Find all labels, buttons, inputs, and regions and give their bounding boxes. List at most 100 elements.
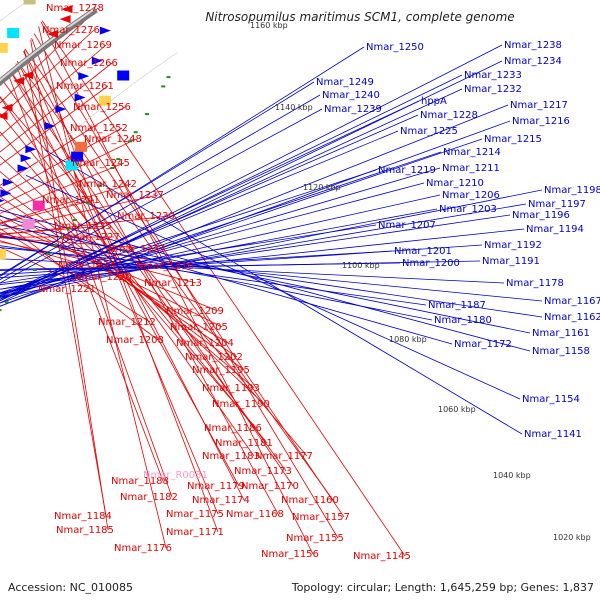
rna-marker — [116, 158, 121, 161]
forward-gene-label: Nmar_1172 — [454, 339, 512, 350]
reverse-gene-label: Nmar_1237 — [106, 190, 164, 201]
reverse-gene-label: Nmar_1269 — [54, 40, 112, 51]
forward-label-leader — [0, 262, 401, 270]
forward-label-leader — [0, 215, 453, 345]
rna-marker — [98, 184, 103, 187]
forward-label-leader — [0, 151, 442, 300]
reverse-gene-label: Nmar_1170 — [241, 481, 299, 492]
reverse-label-leader — [23, 51, 219, 515]
forward-label-leader — [0, 258, 505, 284]
reverse-gene-label: Nmar_1145 — [353, 551, 411, 562]
forward-label-leader — [0, 167, 441, 298]
forward-gene-label: Nmar_1249 — [316, 77, 374, 88]
forward-gene-arrow — [55, 105, 67, 114]
forward-gene-label: Nmar_1207 — [378, 220, 436, 231]
forward-gene-label: Nmar_1198 — [544, 185, 600, 196]
scale-tick-label: 1080 kbp — [389, 335, 427, 344]
forward-gene-label: Nmar_1167 — [544, 296, 600, 307]
reverse-gene-label: Nmar_1168 — [226, 509, 284, 520]
rna-marker — [46, 252, 51, 255]
forward-gene-label: Nmar_1203 — [439, 204, 497, 215]
gene-labels: Nmar_1278 Nmar_1276 Nmar_1269 Nmar_1266 Nmar… — [38, 3, 600, 562]
forward-label-leader — [0, 189, 543, 298]
genome-backbone — [0, 0, 178, 199]
reverse-label-leader — [0, 29, 95, 118]
forward-gene-label: Nmar_1214 — [443, 147, 501, 158]
reverse-label-leader — [30, 39, 109, 531]
rna-marker — [133, 131, 138, 134]
reverse-gene-label: Nmar_1160 — [281, 495, 339, 506]
reverse-gene-arrow — [13, 76, 25, 85]
reverse-label-leader — [38, 26, 167, 549]
forward-label-leader — [0, 236, 543, 318]
forward-label-leader — [0, 203, 527, 294]
reverse-gene-label: Nmar_1245 — [72, 158, 130, 169]
reverse-gene-label: Nmar_1218 — [136, 261, 194, 272]
cog-category-block — [22, 219, 35, 229]
forward-label-leader — [0, 138, 483, 304]
forward-gene-arrow — [78, 72, 90, 81]
forward-gene-arrow — [74, 93, 86, 102]
rna-marker — [59, 235, 64, 238]
label-leader-lines — [0, 7, 543, 557]
forward-label-leader — [0, 250, 393, 275]
reverse-label-leader — [33, 33, 339, 539]
forward-label-leader — [0, 81, 315, 276]
accession-value: NC_010085 — [69, 581, 134, 594]
forward-gene-label: Nmar_1225 — [400, 126, 458, 137]
rna-marker — [66, 227, 71, 230]
reverse-gene-label: Nmar_1256 — [73, 102, 131, 113]
forward-label-leader — [0, 224, 377, 284]
rna-marker — [73, 219, 77, 221]
reverse-gene-label: Nmar_1212 — [98, 317, 156, 328]
forward-gene-label: Nmar_1141 — [524, 429, 582, 440]
reverse-gene-label: Nmar_1157 — [292, 512, 350, 523]
reverse-gene-label: Nmar_1175 — [166, 509, 224, 520]
reverse-label-leader — [40, 21, 314, 555]
rna-marker — [145, 113, 149, 116]
cog-category-block — [99, 95, 112, 106]
reverse-gene-arrow — [1, 103, 13, 112]
forward-gene-arrow — [0, 198, 5, 203]
reverse-gene-label: Nmar_1190 — [212, 399, 270, 410]
scale-tick-label: 1120 kbp — [303, 183, 341, 192]
forward-gene-label: Nmar_1216 — [512, 116, 570, 127]
reverse-gene-label: Nmar_1188 — [111, 476, 169, 487]
forward-gene-arrow — [0, 189, 12, 198]
forward-gene-label: Nmar_1196 — [512, 210, 570, 221]
reverse-label-leader — [0, 194, 159, 231]
reverse-gene-arrow — [61, 5, 73, 14]
rna-marker — [128, 140, 132, 143]
forward-gene-label: Nmar_1192 — [484, 240, 542, 251]
forward-label-leader — [0, 245, 427, 306]
reverse-gene-label: Nmar_1227 — [62, 232, 120, 243]
forward-gene-arrow — [2, 178, 14, 187]
reverse-label-leader — [31, 37, 219, 533]
forward-gene-label: Nmar_1161 — [532, 328, 590, 339]
forward-gene-label: Nmar_1238 — [504, 40, 562, 51]
forward-label-leader — [25, 175, 521, 400]
reverse-label-leader — [16, 61, 245, 501]
reverse-gene-label: Nmar_1184 — [54, 511, 112, 522]
forward-gene-arrow — [44, 121, 56, 130]
reverse-gene-label: Nmar_1224 — [58, 260, 116, 271]
rna-marker — [32, 269, 37, 271]
forward-gene-label: Nmar_1187 — [428, 300, 486, 311]
reverse-label-leader — [0, 199, 95, 224]
forward-label-leader — [0, 247, 543, 302]
reverse-gene-label: Nmar_1183 — [202, 451, 260, 462]
reverse-gene-arrow — [0, 111, 8, 120]
reverse-gene-label: Nmar_1220 — [74, 272, 132, 283]
reverse-gene-label: Nmar_1181 — [215, 438, 273, 449]
cog-category-block — [71, 151, 84, 162]
rna-marker — [161, 85, 166, 88]
forward-gene-label: Nmar_1232 — [464, 84, 522, 95]
backbone-arc — [0, 6, 98, 87]
scale-ticks: 1160 kbp 1140 kbp 1120 kbp 1100 kbp 1080 kbp… — [250, 21, 591, 542]
rna-marker — [166, 76, 171, 79]
reverse-label-leader — [0, 241, 111, 266]
reverse-gene-label: Nmar_1193 — [202, 383, 260, 394]
reverse-gene-label: Nmar_1248 — [84, 134, 142, 145]
forward-gene-label: Nmar_1194 — [526, 224, 584, 235]
